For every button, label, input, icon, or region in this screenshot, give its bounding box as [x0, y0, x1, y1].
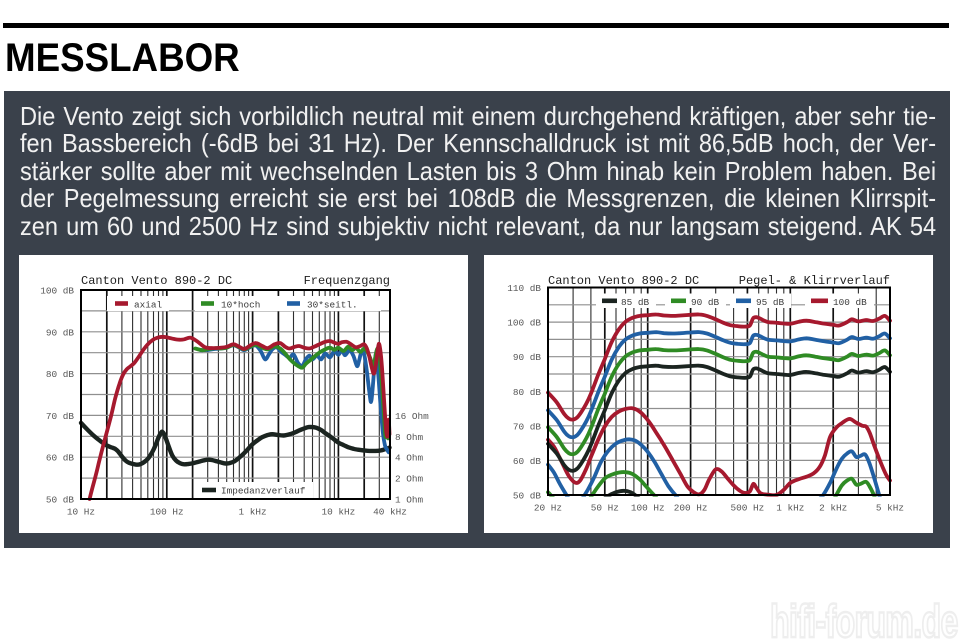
svg-text:8 Ohm: 8 Ohm	[395, 432, 424, 443]
svg-text:50 Hz: 50 Hz	[591, 503, 619, 514]
svg-text:85 dB: 85 dB	[621, 297, 650, 308]
svg-text:500 Hz: 500 Hz	[731, 503, 765, 514]
svg-text:10 kHz: 10 kHz	[322, 507, 356, 518]
svg-text:Impedanzverlauf: Impedanzverlauf	[221, 486, 306, 497]
svg-text:5 kHz: 5 kHz	[876, 503, 904, 514]
svg-text:2 Ohm: 2 Ohm	[395, 474, 424, 485]
svg-text:90 dB: 90 dB	[46, 327, 75, 338]
svg-text:40 kHz: 40 kHz	[373, 507, 407, 518]
svg-text:Pegel- & Klirrverlauf: Pegel- & Klirrverlauf	[739, 274, 890, 288]
svg-text:100 Hz: 100 Hz	[150, 507, 184, 518]
svg-text:Canton Vento 890-2 DC: Canton Vento 890-2 DC	[81, 274, 232, 288]
svg-text:2 kHz: 2 kHz	[819, 503, 847, 514]
svg-text:60 dB: 60 dB	[513, 456, 542, 467]
svg-text:10*hoch: 10*hoch	[221, 300, 260, 311]
svg-text:90 dB: 90 dB	[691, 297, 720, 308]
svg-text:80 dB: 80 dB	[46, 369, 75, 380]
svg-text:Frequenzgang: Frequenzgang	[304, 274, 390, 288]
svg-text:1 kHz: 1 kHz	[776, 503, 804, 514]
svg-text:60 dB: 60 dB	[46, 453, 75, 464]
svg-text:90 dB: 90 dB	[513, 352, 542, 363]
svg-text:50 dB: 50 dB	[513, 491, 542, 502]
svg-text:16 Ohm: 16 Ohm	[395, 411, 429, 422]
svg-text:100 dB: 100 dB	[507, 318, 541, 329]
svg-text:200 Hz: 200 Hz	[674, 503, 708, 514]
svg-text:20 Hz: 20 Hz	[534, 503, 562, 514]
svg-text:50 dB: 50 dB	[46, 495, 75, 506]
svg-text:axial: axial	[134, 300, 163, 311]
svg-text:100 dB: 100 dB	[40, 286, 74, 297]
svg-text:100 dB: 100 dB	[833, 297, 867, 308]
svg-text:30*seitl.: 30*seitl.	[307, 300, 358, 311]
svg-text:70 dB: 70 dB	[513, 421, 542, 432]
svg-text:80 dB: 80 dB	[513, 387, 542, 398]
svg-text:1 Ohm: 1 Ohm	[395, 495, 424, 506]
svg-text:Canton Vento 890-2 DC: Canton Vento 890-2 DC	[548, 274, 699, 288]
svg-text:1 kHz: 1 kHz	[239, 507, 267, 518]
svg-text:10 Hz: 10 Hz	[67, 507, 95, 518]
svg-text:100 Hz: 100 Hz	[631, 503, 665, 514]
svg-text:110 dB: 110 dB	[507, 283, 541, 294]
svg-text:70 dB: 70 dB	[46, 411, 75, 422]
svg-text:4 Ohm: 4 Ohm	[395, 453, 424, 464]
svg-text:95 dB: 95 dB	[756, 297, 785, 308]
